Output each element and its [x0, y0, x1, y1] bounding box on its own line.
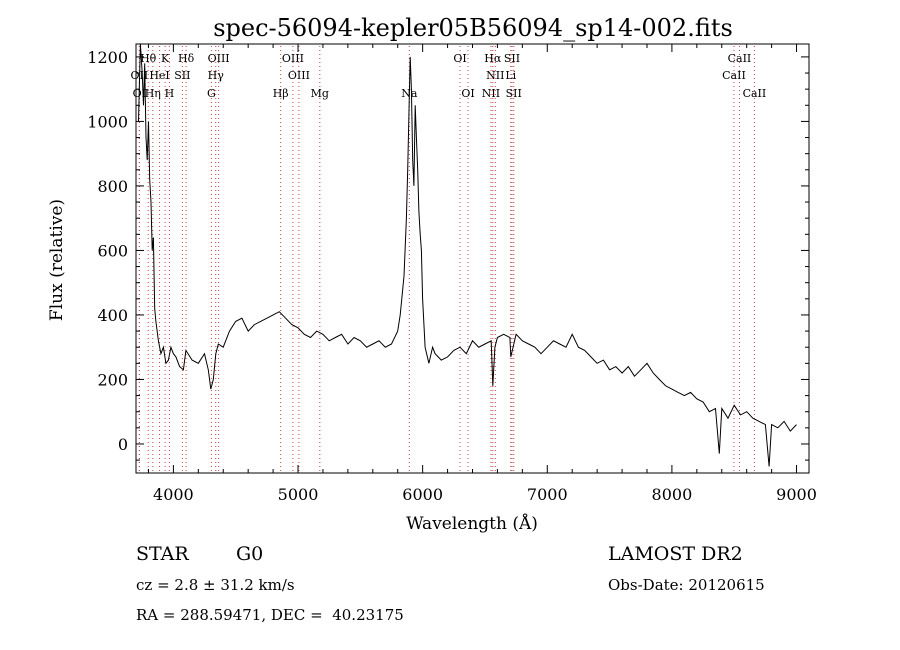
- x-tick-label: 6000: [402, 485, 443, 504]
- line-label: CaII: [722, 69, 746, 82]
- chart-title: spec-56094-kepler05B56094_sp14-002.fits: [213, 14, 733, 42]
- x-tick-label: 8000: [652, 485, 693, 504]
- x-tick-label: 9000: [776, 485, 817, 504]
- y-tick-label: 1000: [87, 112, 128, 131]
- line-label: SII: [504, 52, 520, 65]
- line-label: Hδ: [178, 52, 195, 65]
- line-label: OIII: [288, 69, 310, 82]
- line-label: Hα: [484, 52, 502, 65]
- spectral-line-markers: [138, 46, 755, 473]
- line-label: Li: [505, 69, 516, 82]
- x-axis-label: Wavelength (Å): [406, 513, 538, 534]
- x-axis-ticks: 4000 5000 6000 7000 8000 9000: [147, 44, 817, 504]
- line-label: HeI: [149, 69, 169, 82]
- survey-name: LAMOST DR2: [608, 543, 743, 565]
- coordinates-readout: RA = 288.59471, DEC = 40.23175: [136, 606, 404, 624]
- obs-date: Obs-Date: 20120615: [608, 576, 765, 594]
- line-label: Hβ: [273, 87, 289, 100]
- line-label: Hθ: [140, 52, 157, 65]
- y-tick-label: 800: [97, 177, 128, 196]
- y-tick-label: 400: [97, 306, 128, 325]
- line-label: SII: [506, 87, 522, 100]
- subclass: G0: [236, 543, 263, 565]
- spectrum-series-line: [138, 43, 797, 467]
- line-label: G: [207, 87, 216, 100]
- y-axis-ticks: 0 200 400 600 800 1000 1200: [87, 48, 809, 461]
- line-label: OI: [453, 52, 466, 65]
- y-tick-label: 1200: [87, 48, 128, 67]
- line-label: NII: [482, 87, 500, 100]
- line-label: CaII: [743, 87, 767, 100]
- object-class: STAR: [136, 543, 189, 565]
- x-tick-label: 5000: [278, 485, 319, 504]
- line-label: NII: [486, 69, 504, 82]
- line-label: CaII: [728, 52, 752, 65]
- line-label: Hη: [145, 87, 161, 100]
- y-axis-label: Flux (relative): [47, 199, 67, 321]
- line-label: K: [161, 52, 170, 65]
- redshift-readout: cz = 2.8 ± 31.2 km/s: [136, 576, 295, 594]
- x-tick-label: 7000: [527, 485, 568, 504]
- line-label: OI: [461, 87, 474, 100]
- line-label: Hγ: [208, 69, 225, 82]
- line-label: OIII: [282, 52, 304, 65]
- y-tick-label: 0: [118, 435, 128, 454]
- y-tick-label: 200: [97, 370, 128, 389]
- y-tick-label: 600: [97, 241, 128, 260]
- line-label: Mg: [311, 87, 329, 100]
- plot-frame: [135, 43, 810, 474]
- line-label: SII: [174, 69, 190, 82]
- x-tick-label: 4000: [153, 485, 194, 504]
- line-label: H: [165, 87, 175, 100]
- line-label: OIII: [208, 52, 230, 65]
